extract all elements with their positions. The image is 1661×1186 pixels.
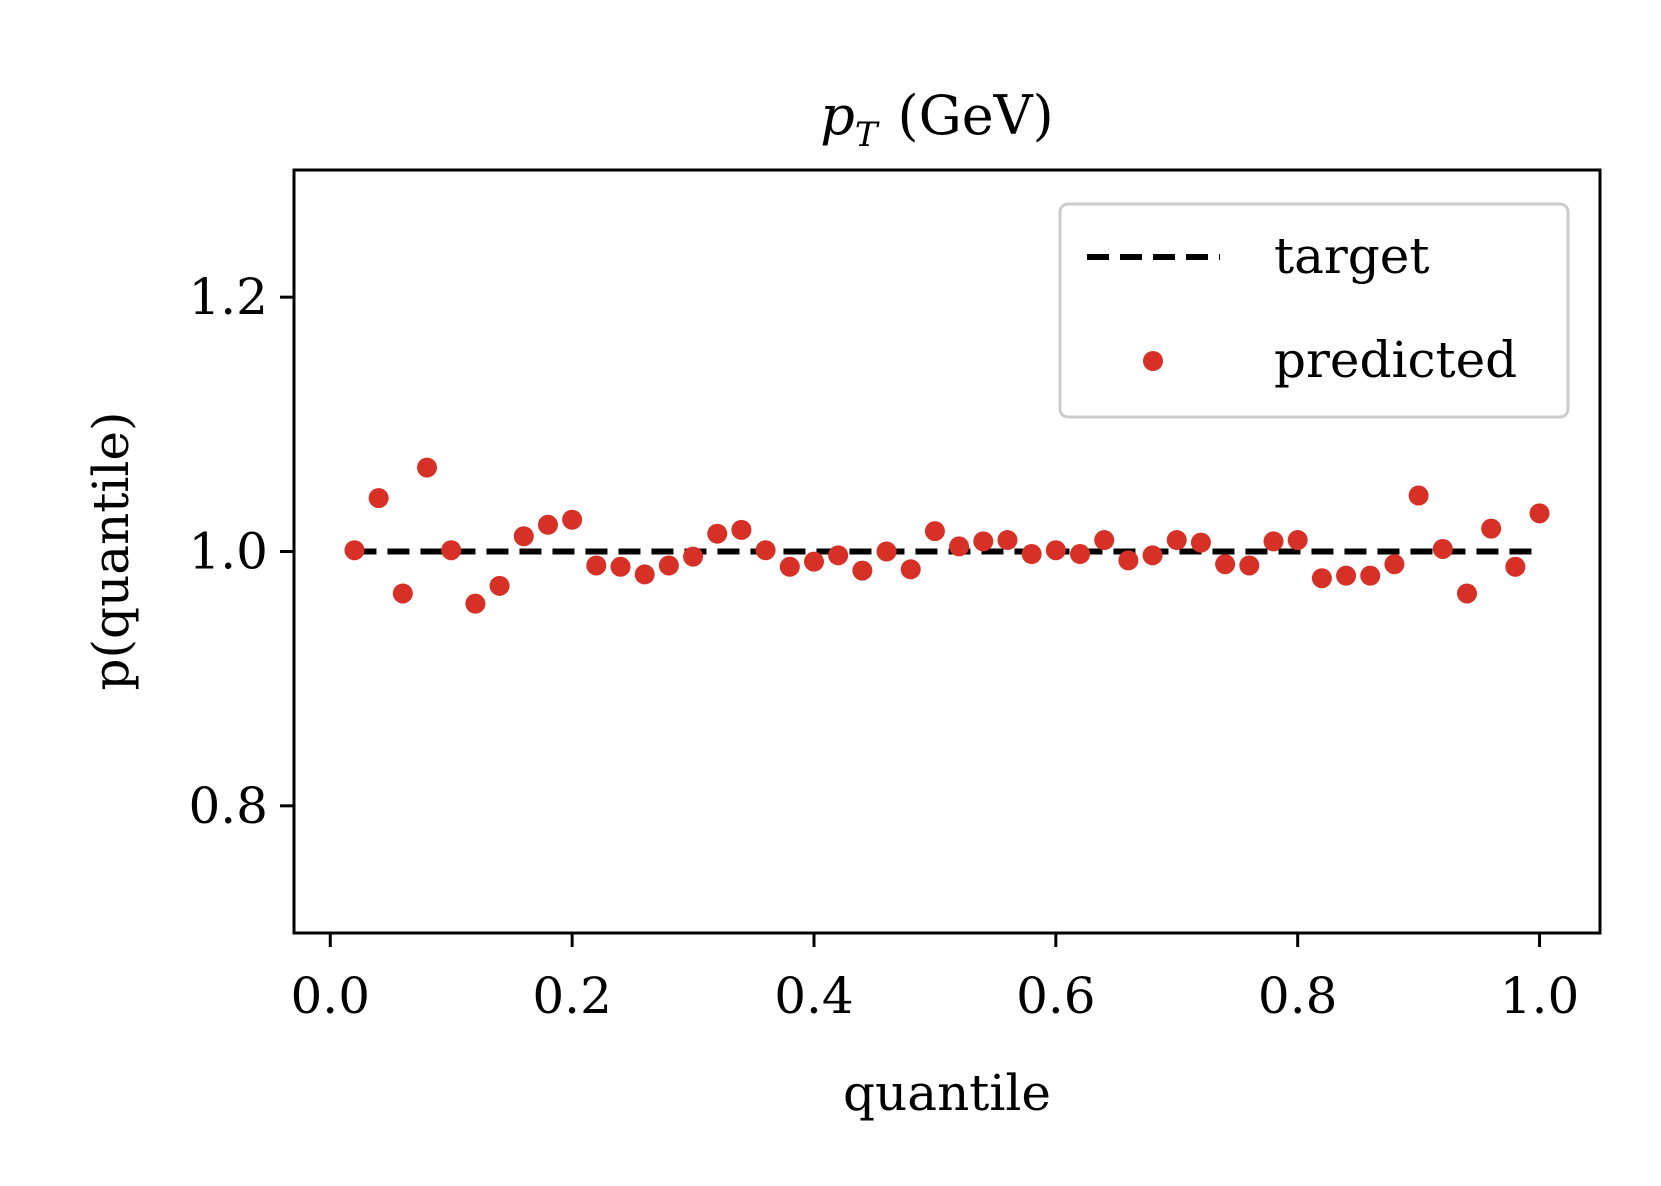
legend: target predicted: [1058, 202, 1570, 419]
predicted-point: [1287, 530, 1308, 551]
predicted-point: [1166, 530, 1187, 551]
title-unit: (GeV): [898, 84, 1054, 147]
x-tick-label: 1.0: [1500, 967, 1580, 1025]
y-tick-label: 1.2: [188, 268, 268, 326]
predicted-point: [562, 509, 583, 530]
predicted-point: [779, 556, 800, 577]
y-axis: 0.8 1.0 1.2: [188, 268, 294, 835]
predicted-point: [586, 555, 607, 576]
predicted-point: [924, 521, 945, 542]
x-axis-label: quantile: [843, 1064, 1051, 1122]
predicted-point: [392, 583, 413, 604]
x-tick-label: 0.8: [1258, 967, 1338, 1025]
predicted-point: [1311, 568, 1332, 589]
predicted-point: [1239, 555, 1260, 576]
predicted-point: [1481, 518, 1502, 539]
predicted-point: [852, 560, 873, 581]
legend-target-label: target: [1274, 227, 1430, 285]
y-tick-label: 1.0: [188, 523, 268, 581]
predicted-point: [658, 555, 679, 576]
x-tick-label: 0.4: [774, 967, 854, 1025]
predicted-point: [634, 564, 655, 585]
predicted-point: [465, 593, 486, 614]
title-sub: T: [855, 115, 880, 155]
predicted-point: [368, 488, 389, 509]
predicted-point: [1408, 485, 1429, 506]
predicted-point: [803, 551, 824, 572]
x-tick-label: 0.6: [1016, 967, 1096, 1025]
predicted-point: [1505, 556, 1526, 577]
predicted-point: [997, 530, 1018, 551]
predicted-point: [731, 519, 752, 540]
predicted-point: [1094, 530, 1115, 551]
predicted-point: [1021, 544, 1042, 565]
y-axis-label: p(quantile): [82, 412, 140, 691]
x-tick-label: 0.0: [291, 967, 371, 1025]
predicted-point: [1456, 583, 1477, 604]
predicted-point: [683, 546, 704, 567]
predicted-point: [441, 540, 462, 561]
legend-predicted-label: predicted: [1274, 331, 1517, 389]
predicted-point: [1360, 565, 1381, 586]
x-tick-label: 0.2: [532, 967, 612, 1025]
predicted-point: [1215, 554, 1236, 575]
predicted-point: [417, 457, 438, 478]
predicted-point: [1190, 532, 1211, 553]
predicted-point: [755, 540, 776, 561]
predicted-point: [876, 541, 897, 562]
predicted-point: [489, 575, 510, 596]
legend-predicted-swatch: [1143, 351, 1163, 371]
predicted-point: [610, 556, 631, 577]
predicted-point: [949, 536, 970, 557]
predicted-point: [1432, 538, 1453, 559]
predicted-point: [900, 559, 921, 580]
predicted-point: [537, 514, 558, 535]
predicted-point: [1118, 550, 1139, 571]
predicted-point: [344, 540, 365, 561]
predicted-point: [1384, 554, 1405, 575]
y-tick-label: 0.8: [188, 777, 268, 835]
predicted-point: [1529, 503, 1550, 524]
plot-area: [344, 457, 1550, 614]
predicted-point: [1263, 531, 1284, 552]
predicted-point: [1045, 540, 1066, 561]
predicted-point: [1336, 565, 1357, 586]
chart-title: pT (GeV): [820, 84, 1054, 155]
predicted-point: [828, 545, 849, 566]
x-axis: 0.0 0.2 0.4 0.6 0.8 1.0: [291, 933, 1580, 1025]
predicted-point: [1070, 544, 1091, 565]
predicted-point: [973, 531, 994, 552]
title-main: p: [820, 84, 855, 147]
predicted-point: [707, 523, 728, 544]
predicted-point: [1142, 545, 1163, 566]
predicted-point: [513, 526, 534, 547]
